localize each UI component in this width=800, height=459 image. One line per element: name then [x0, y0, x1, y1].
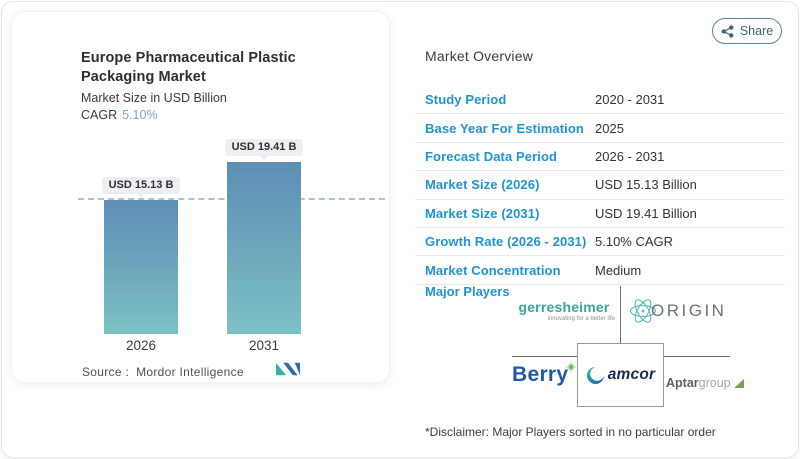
row-value: 2026 - 2031 — [595, 148, 665, 164]
atom-icon — [628, 296, 658, 326]
table-row: Market Size (2026) USD 15.13 Billion — [415, 171, 785, 200]
amcor-swoosh-icon — [586, 366, 605, 385]
table-row: Market Concentration Medium — [415, 256, 785, 285]
row-value: USD 15.13 Billion — [595, 177, 697, 193]
row-value: 2025 — [595, 120, 624, 136]
logo-gerresheimer: gerresheimer innovating for a better lif… — [513, 299, 615, 322]
bar-value-label-2026: USD 15.13 B — [102, 177, 180, 199]
mordor-intelligence-logo — [276, 362, 301, 381]
berry-wordmark: Berry — [512, 363, 569, 386]
chart-title: Europe Pharmaceutical Plastic Packaging … — [81, 50, 296, 85]
overview-table: Study Period 2020 - 2031 Base Year For E… — [415, 86, 785, 285]
chart-subtitle: Market Size in USD Billion — [81, 91, 227, 105]
gerresheimer-tagline: innovating for a better life — [547, 316, 615, 322]
share-icon — [721, 24, 734, 38]
major-players-label: Major Players — [425, 284, 510, 299]
players-disclaimer: *Disclaimer: Major Players sorted in no … — [425, 425, 716, 439]
x-axis-label-2026: 2026 — [125, 338, 157, 353]
aptar-wordmark-bold: Aptar — [666, 376, 699, 390]
row-value: 5.10% CAGR — [595, 234, 674, 250]
aptar-leaf-icon — [731, 378, 744, 388]
bar-2026 — [104, 200, 178, 334]
row-label: Growth Rate (2026 - 2031) — [425, 234, 587, 250]
logo-berry: Berry — [512, 361, 578, 387]
bar-value-label-2031: USD 19.41 B — [225, 139, 303, 161]
row-value: 2020 - 2031 — [595, 92, 665, 108]
row-label: Market Size (2026) — [425, 177, 540, 193]
origin-wordmark: ORIGIN — [651, 301, 727, 320]
row-label: Forecast Data Period — [425, 148, 558, 164]
cagr-label: CAGR — [81, 108, 118, 122]
aptar-wordmark-light: group — [698, 376, 731, 390]
row-label: Market Size (2031) — [425, 205, 540, 221]
row-label: Study Period — [425, 92, 507, 108]
row-value: USD 19.41 Billion — [595, 205, 697, 221]
x-axis-label-2031: 2031 — [248, 338, 280, 353]
gerresheimer-wordmark: gerresheimer — [518, 299, 610, 315]
market-chart-card: Europe Pharmaceutical Plastic Packaging … — [11, 11, 390, 383]
bar-2031 — [227, 162, 301, 334]
table-row: Study Period 2020 - 2031 — [415, 86, 785, 115]
logo-origin: ORIGIN — [628, 296, 726, 326]
cagr-line: CAGR 5.10% — [81, 108, 158, 122]
source-attribution: Source : Mordor Intelligence — [82, 365, 244, 379]
share-button[interactable]: Share — [712, 18, 782, 44]
market-overview-heading: Market Overview — [425, 48, 534, 64]
table-row: Growth Rate (2026 - 2031) 5.10% CAGR — [415, 228, 785, 257]
table-row: Market Size (2031) USD 19.41 Billion — [415, 200, 785, 228]
berry-sparkle-icon — [565, 361, 578, 373]
logo-amcor: amcor — [577, 343, 664, 407]
source-label: Source : — [82, 365, 130, 379]
table-row: Forecast Data Period 2026 - 2031 — [415, 143, 785, 172]
cagr-value: 5.10% — [122, 108, 158, 122]
logo-aptargroup: Aptar group — [666, 376, 744, 390]
row-label: Market Concentration — [425, 262, 561, 278]
share-button-label: Share — [739, 24, 774, 38]
amcor-wordmark: amcor — [607, 366, 656, 383]
row-label: Base Year For Estimation — [425, 120, 584, 136]
source-name: Mordor Intelligence — [136, 365, 244, 379]
players-vertical-divider — [620, 286, 621, 343]
table-row: Base Year For Estimation 2025 — [415, 114, 785, 143]
row-value: Medium — [595, 262, 642, 278]
